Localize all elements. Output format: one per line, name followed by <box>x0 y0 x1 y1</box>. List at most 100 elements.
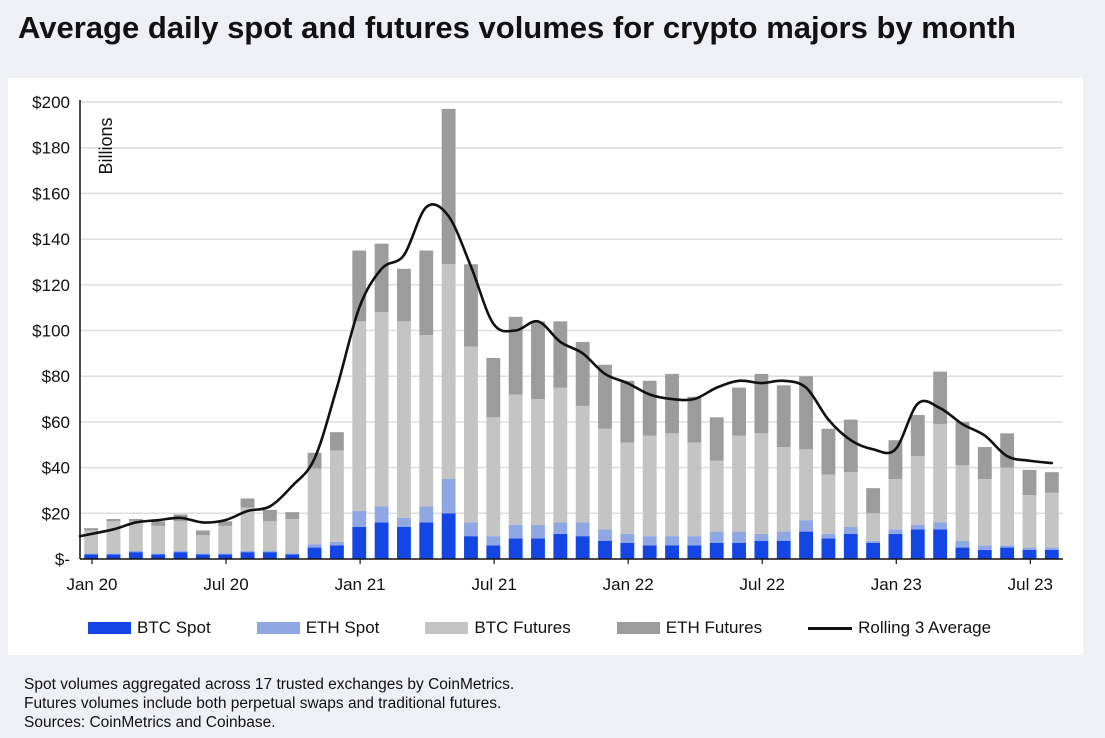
bar-eth-spot <box>1022 547 1037 550</box>
bar-eth-spot <box>419 506 434 523</box>
bar-btc-spot <box>352 527 367 559</box>
bar-eth-futures <box>687 396 702 443</box>
bar-eth-futures <box>397 268 411 322</box>
bar-btc-futures <box>307 468 322 545</box>
bar-eth-futures <box>933 371 948 425</box>
bar-btc-futures <box>508 394 523 525</box>
bar-btc-spot <box>240 552 255 559</box>
y-axis-label: Billions <box>96 117 116 174</box>
bar-eth-futures <box>128 519 143 522</box>
legend-label-rolling-average: Rolling 3 Average <box>858 618 992 637</box>
bar-eth-spot <box>754 533 769 541</box>
bar-eth-spot <box>508 524 523 539</box>
bar-eth-futures <box>665 373 679 434</box>
y-tick-label: $- <box>55 550 70 569</box>
bar-eth-spot <box>575 522 590 537</box>
bar-btc-spot <box>397 527 411 559</box>
bar-btc-spot <box>799 531 813 559</box>
bar-btc-futures <box>262 521 277 551</box>
y-tick-label: $120 <box>32 276 70 295</box>
bar-eth-spot <box>955 540 970 548</box>
bar-eth-spot <box>1044 547 1059 550</box>
x-tick-label: Jul 22 <box>740 575 785 594</box>
bar-btc-spot <box>151 554 166 559</box>
bar-eth-spot <box>151 553 166 555</box>
y-tick-label: $80 <box>42 367 70 386</box>
legend-item-eth-spot: ETH Spot <box>256 618 380 638</box>
bar-btc-futures <box>151 525 166 554</box>
bar-btc-futures <box>598 428 612 530</box>
legend-item-rolling-average: Rolling 3 Average <box>808 618 991 638</box>
chart-title: Average daily spot and futures volumes f… <box>18 10 1016 45</box>
bar-eth-spot <box>531 524 545 539</box>
gridlines <box>80 101 1063 515</box>
bar-btc-spot <box>642 545 657 559</box>
bar-btc-spot <box>955 547 970 559</box>
bar-btc-futures <box>776 447 791 532</box>
y-tick-label: $180 <box>32 139 70 158</box>
bar-btc-spot <box>754 540 769 559</box>
bar-btc-spot <box>218 554 233 559</box>
bar-btc-futures <box>128 521 143 551</box>
bar-btc-futures <box>531 399 545 525</box>
bar-eth-spot <box>240 551 255 553</box>
bar-eth-futures <box>598 364 612 429</box>
bar-eth-futures <box>1022 469 1037 496</box>
bar-btc-futures <box>329 450 344 542</box>
bar-btc-futures <box>84 530 99 554</box>
bar-btc-spot <box>620 543 635 559</box>
legend-label-eth-spot: ETH Spot <box>305 618 380 637</box>
bar-eth-spot <box>329 541 344 546</box>
bar-eth-futures <box>352 250 367 322</box>
bar-eth-spot <box>307 544 322 548</box>
legend: BTC Spot ETH Spot BTC Futures ETH Future… <box>88 617 1037 639</box>
bar-btc-futures <box>687 442 702 537</box>
bar-eth-futures <box>888 440 903 480</box>
bar-btc-futures <box>642 435 657 537</box>
chart-canvas: $- $20 $40 $60 $80 $100 $120 $140 $160 $180 $200 J… <box>32 93 1063 594</box>
bar-btc-futures <box>195 535 210 554</box>
bar-eth-spot <box>799 520 813 532</box>
bar-eth-spot <box>933 522 948 530</box>
bar-eth-futures <box>508 316 523 395</box>
bar-eth-spot <box>910 524 925 530</box>
bar-eth-spot <box>843 527 858 534</box>
legend-label-btc-spot: BTC Spot <box>137 618 211 637</box>
bar-eth-spot <box>128 551 143 553</box>
bar-eth-spot <box>866 540 881 543</box>
bar-btc-spot <box>106 554 121 559</box>
bar-btc-futures <box>732 435 746 532</box>
footnotes: Spot volumes aggregated across 17 truste… <box>24 675 514 732</box>
bar-btc-futures <box>665 433 679 537</box>
bar-eth-futures <box>799 376 813 450</box>
bar-btc-spot <box>866 543 881 559</box>
bar-eth-futures <box>329 432 344 451</box>
bar-eth-spot <box>84 553 99 555</box>
bar-btc-spot <box>776 540 791 559</box>
bar-btc-futures <box>374 312 389 507</box>
bar-eth-spot <box>262 551 277 553</box>
bar-eth-futures <box>486 357 501 418</box>
legend-swatch-btc-spot <box>88 622 131 634</box>
bar-btc-spot <box>262 552 277 559</box>
bar-eth-futures <box>419 250 434 336</box>
bar-btc-futures <box>352 321 367 512</box>
bar-btc-spot <box>173 552 188 559</box>
bar-eth-spot <box>173 551 188 553</box>
y-tick-label: $40 <box>42 459 70 478</box>
bar-eth-futures <box>441 108 456 265</box>
bar-eth-futures <box>151 521 166 526</box>
bar-btc-futures <box>1022 495 1037 548</box>
bar-eth-futures <box>1044 472 1059 493</box>
x-tick-label: Jan 20 <box>66 575 117 594</box>
bar-eth-futures <box>866 488 881 514</box>
bar-btc-spot <box>732 543 746 559</box>
bar-btc-spot <box>933 529 948 559</box>
bar-eth-futures <box>955 421 970 466</box>
x-tick-label: Jan 21 <box>335 575 386 594</box>
bar-btc-spot <box>843 533 858 559</box>
bar-eth-spot <box>888 529 903 534</box>
legend-swatch-eth-spot <box>256 622 300 634</box>
y-tick-label: $200 <box>32 93 70 112</box>
legend-item-btc-spot: BTC Spot <box>88 618 211 638</box>
